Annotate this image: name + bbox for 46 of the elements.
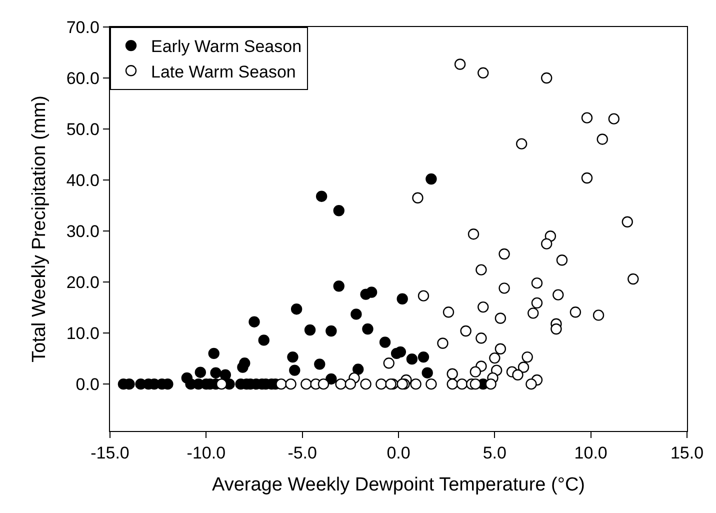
point bbox=[316, 190, 328, 202]
y-tick-label: 30.0 bbox=[66, 222, 100, 241]
point bbox=[326, 373, 337, 385]
point bbox=[422, 367, 433, 378]
point bbox=[418, 351, 430, 363]
y-tick-label: 10.0 bbox=[66, 324, 100, 344]
point bbox=[350, 308, 362, 320]
x-tick-label: -10.0 bbox=[186, 444, 226, 463]
x-tick-label: 10.0 bbox=[574, 444, 608, 463]
point bbox=[314, 358, 326, 370]
point bbox=[208, 348, 220, 360]
legend-label: Early Warm Season bbox=[151, 37, 302, 56]
point bbox=[220, 369, 231, 380]
point bbox=[396, 293, 408, 304]
x-tick-label: 15.0 bbox=[670, 444, 704, 463]
point bbox=[362, 323, 374, 335]
point bbox=[258, 334, 270, 346]
x-tick-label: -15.0 bbox=[90, 444, 130, 463]
y-tick-label: 0.0 bbox=[76, 375, 100, 394]
y-tick-label: 40.0 bbox=[66, 170, 100, 190]
point bbox=[366, 286, 378, 298]
y-tick-label: 70.0 bbox=[66, 18, 100, 37]
point bbox=[210, 367, 222, 378]
point bbox=[426, 173, 437, 185]
y-tick-label: 20.0 bbox=[66, 273, 100, 292]
point bbox=[304, 324, 316, 336]
x-tick-label: -5.0 bbox=[288, 444, 317, 463]
point bbox=[289, 364, 300, 376]
x-tick-label: 5.0 bbox=[482, 444, 506, 463]
point bbox=[326, 325, 337, 337]
point bbox=[290, 303, 302, 315]
point bbox=[379, 336, 391, 348]
y-axis-title: Total Weekly Precipitation (mm) bbox=[29, 96, 50, 362]
point bbox=[333, 205, 344, 216]
point bbox=[287, 351, 298, 363]
y-tick-label: 60.0 bbox=[66, 68, 100, 88]
point bbox=[333, 280, 344, 292]
x-axis-title: Average Weekly Dewpoint Temperature (°C) bbox=[212, 474, 585, 496]
y-tick-label: 50.0 bbox=[66, 120, 100, 139]
point bbox=[237, 362, 248, 373]
point bbox=[248, 316, 260, 328]
point bbox=[194, 366, 206, 378]
legend-label: Late Warm Season bbox=[151, 62, 296, 82]
point bbox=[406, 353, 418, 365]
point bbox=[352, 364, 364, 375]
x-tick-label: 0.0 bbox=[386, 444, 410, 463]
